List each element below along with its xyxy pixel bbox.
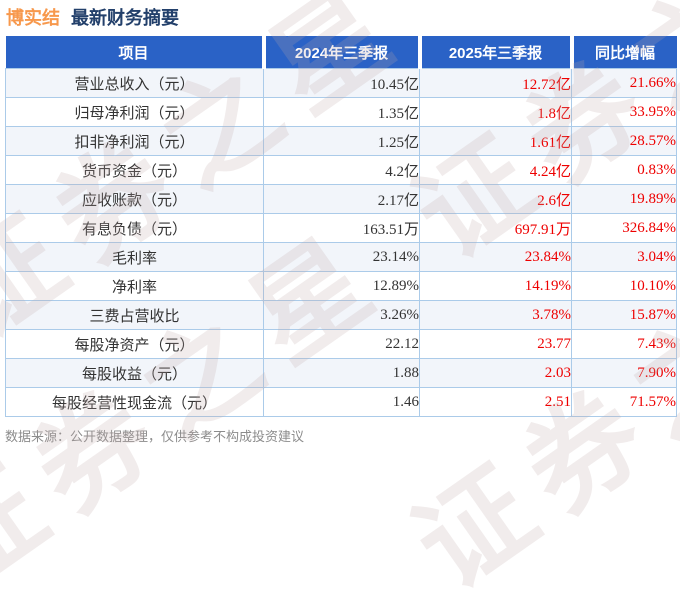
value-2025-q3: 2.51	[419, 387, 572, 417]
value-2024-q3: 1.46	[263, 387, 420, 417]
table-row: 每股收益（元） 1.88 2.03 7.90%	[5, 358, 677, 388]
table-row: 应收账款（元） 2.17亿 2.6亿 19.89%	[5, 184, 677, 214]
value-yoy-growth: 71.57%	[571, 387, 677, 417]
value-2024-q3: 12.89%	[263, 271, 420, 301]
column-header-2025: 2025年三季报	[417, 36, 572, 69]
financial-summary-table: 项目 2024年三季报 2025年三季报 同比增幅 营业总收入（元） 10.45…	[5, 36, 677, 417]
table-row: 三费占营收比 3.26% 3.78% 15.87%	[5, 300, 677, 330]
value-2024-q3: 1.25亿	[263, 126, 420, 156]
row-item-label: 扣非净利润（元）	[5, 126, 264, 156]
row-item-label: 有息负债（元）	[5, 213, 264, 243]
value-yoy-growth: 7.90%	[571, 358, 677, 388]
row-item-label: 毛利率	[5, 242, 264, 272]
table-row: 每股经营性现金流（元） 1.46 2.51 71.57%	[5, 387, 677, 417]
row-item-label: 归母净利润（元）	[5, 97, 264, 127]
row-item-label: 三费占营收比	[5, 300, 264, 330]
table-row: 归母净利润（元） 1.35亿 1.8亿 33.95%	[5, 97, 677, 127]
value-yoy-growth: 3.04%	[571, 242, 677, 272]
page-title: 博实结 最新财务摘要	[6, 4, 179, 30]
value-yoy-growth: 15.87%	[571, 300, 677, 330]
value-yoy-growth: 10.10%	[571, 271, 677, 301]
value-yoy-growth: 33.95%	[571, 97, 677, 127]
table-row: 营业总收入（元） 10.45亿 12.72亿 21.66%	[5, 68, 677, 98]
row-item-label: 每股收益（元）	[5, 358, 264, 388]
table-row: 每股净资产（元） 22.12 23.77 7.43%	[5, 329, 677, 359]
table-row: 净利率 12.89% 14.19% 10.10%	[5, 271, 677, 301]
row-item-label: 货币资金（元）	[5, 155, 264, 185]
value-2025-q3: 2.6亿	[419, 184, 572, 214]
table-row: 扣非净利润（元） 1.25亿 1.61亿 28.57%	[5, 126, 677, 156]
column-header-2024: 2024年三季报	[261, 36, 420, 69]
value-yoy-growth: 21.66%	[571, 68, 677, 98]
table-row: 毛利率 23.14% 23.84% 3.04%	[5, 242, 677, 272]
table-row: 有息负债（元） 163.51万 697.91万 326.84%	[5, 213, 677, 243]
value-2024-q3: 10.45亿	[263, 68, 420, 98]
table-header-row: 项目 2024年三季报 2025年三季报 同比增幅	[5, 36, 677, 69]
value-yoy-growth: 28.57%	[571, 126, 677, 156]
value-2025-q3: 1.61亿	[419, 126, 572, 156]
value-2025-q3: 23.77	[419, 329, 572, 359]
stock-name: 博实结	[6, 8, 60, 28]
column-header-item: 项目	[5, 36, 264, 69]
value-yoy-growth: 7.43%	[571, 329, 677, 359]
value-yoy-growth: 19.89%	[571, 184, 677, 214]
value-yoy-growth: 0.83%	[571, 155, 677, 185]
value-2025-q3: 3.78%	[419, 300, 572, 330]
row-item-label: 应收账款（元）	[5, 184, 264, 214]
row-item-label: 营业总收入（元）	[5, 68, 264, 98]
value-2024-q3: 1.88	[263, 358, 420, 388]
value-2025-q3: 1.8亿	[419, 97, 572, 127]
value-2025-q3: 2.03	[419, 358, 572, 388]
value-2024-q3: 1.35亿	[263, 97, 420, 127]
row-item-label: 净利率	[5, 271, 264, 301]
value-2024-q3: 3.26%	[263, 300, 420, 330]
value-2024-q3: 4.2亿	[263, 155, 420, 185]
value-2024-q3: 23.14%	[263, 242, 420, 272]
value-2024-q3: 2.17亿	[263, 184, 420, 214]
data-source-note: 数据来源：公开数据整理，仅供参考不构成投资建议	[5, 429, 305, 444]
row-item-label: 每股经营性现金流（元）	[5, 387, 264, 417]
value-2025-q3: 23.84%	[419, 242, 572, 272]
report-subtitle: 最新财务摘要	[71, 8, 179, 28]
table-row: 货币资金（元） 4.2亿 4.24亿 0.83%	[5, 155, 677, 185]
value-2025-q3: 14.19%	[419, 271, 572, 301]
value-2025-q3: 697.91万	[419, 213, 572, 243]
row-item-label: 每股净资产（元）	[5, 329, 264, 359]
value-2025-q3: 4.24亿	[419, 155, 572, 185]
value-2024-q3: 22.12	[263, 329, 420, 359]
column-header-yoy: 同比增幅	[569, 36, 677, 69]
value-2024-q3: 163.51万	[263, 213, 420, 243]
value-yoy-growth: 326.84%	[571, 213, 677, 243]
value-2025-q3: 12.72亿	[419, 68, 572, 98]
